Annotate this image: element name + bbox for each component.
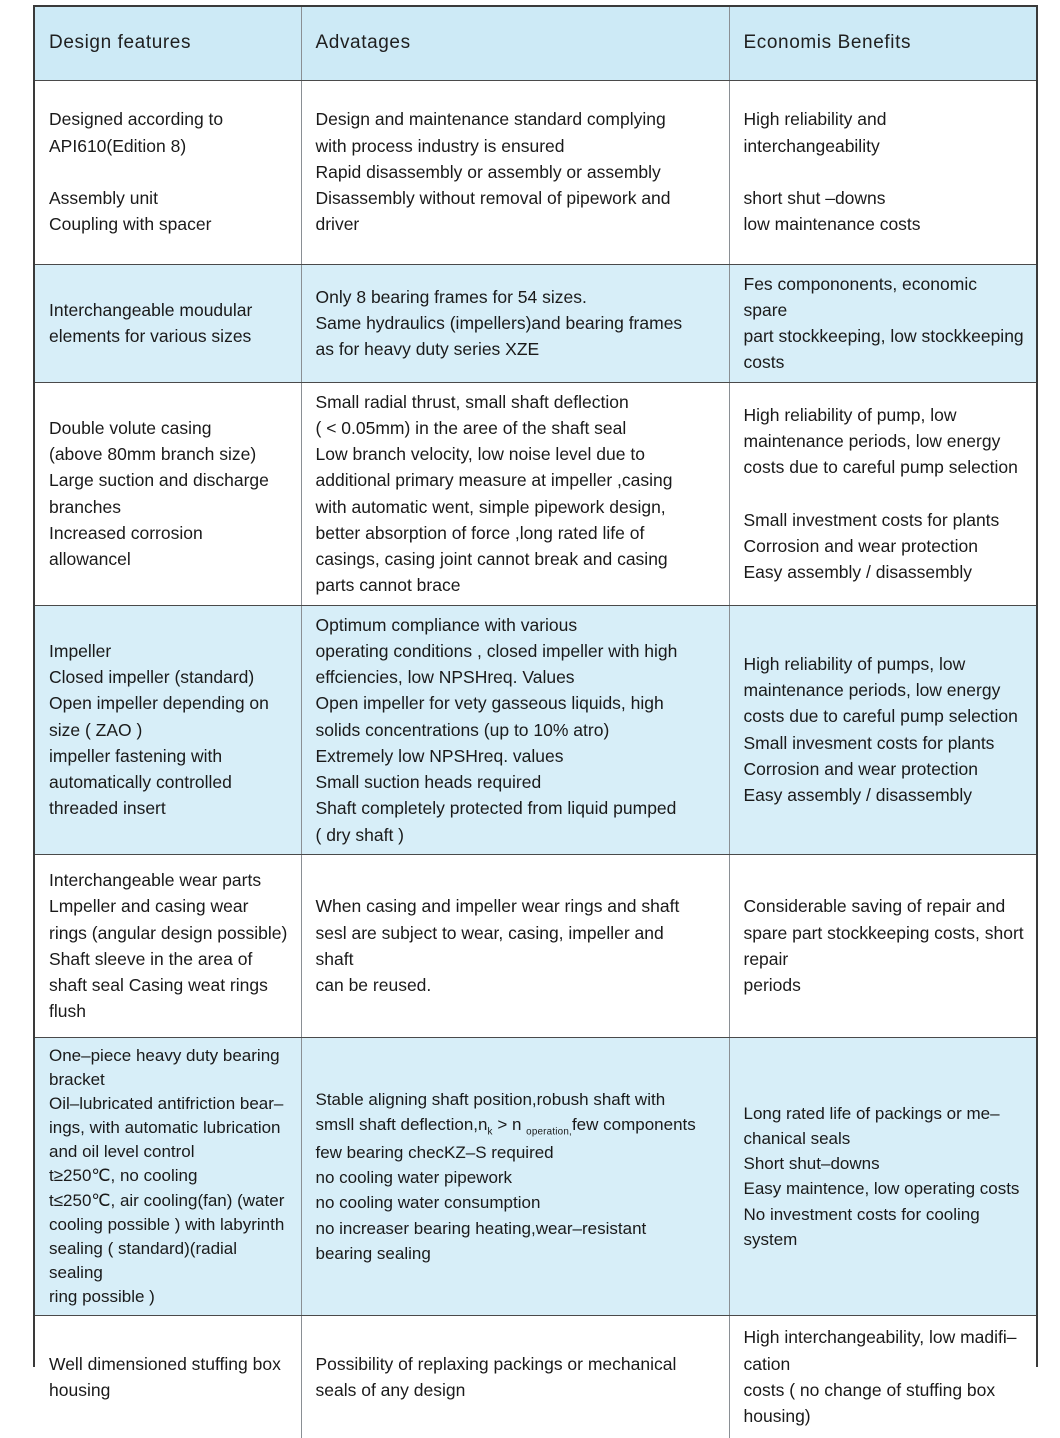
cell-advantages-bearing-bracket: Stable aligning shaft position,robush sh… [301, 1037, 730, 1317]
advantages-text: Design and maintenance standard complyin… [315, 109, 671, 235]
features-text: One–piece heavy duty bearing bracket Oil… [49, 1045, 285, 1306]
advantages-text-line-2: smsll shaft deflection,nk > n operation,… [316, 1112, 717, 1140]
column-header-design-features: Design features [35, 7, 302, 81]
table-row-wear-parts: Interchangeable wear parts Lmpeller and … [35, 854, 1036, 1038]
features-text: Well dimensioned stuffing box housing [49, 1353, 281, 1400]
benefits-text: High reliability of pumps, low maintenan… [743, 653, 1018, 806]
column-header-economic-benefits: Economis Benefits [729, 7, 1036, 81]
cell-benefits-bearing-bracket: Long rated life of packings or me– chani… [729, 1037, 1036, 1317]
advantages-text: When casing and impeller wear rings and … [315, 896, 680, 995]
benefits-text: High reliability and interchangeability … [743, 109, 921, 235]
benefits-text: High reliability of pump, low maintenanc… [743, 404, 1018, 583]
page-root: Design features Advatages Economis Benef… [33, 5, 1038, 1438]
table-header-row: Design features Advatages Economis Benef… [35, 7, 1036, 81]
features-text: Designed according to API610(Edition 8) … [49, 109, 224, 235]
cell-benefits-stuffing-box-housing: High interchangeability, low madifi– cat… [729, 1315, 1036, 1438]
cell-benefits-impeller: High reliability of pumps, low maintenan… [729, 605, 1036, 855]
speed-ratio-operator: > n [492, 1115, 527, 1135]
cell-features-double-volute-casing: Double volute casing (above 80mm branch … [35, 382, 302, 606]
cell-benefits-modular-elements: Fes compononents, economic spare part st… [729, 264, 1036, 383]
advantages-text: Optimum compliance with various operatin… [315, 614, 678, 845]
table-row-bearing-bracket: One–piece heavy duty bearing bracket Oil… [35, 1037, 1036, 1317]
cell-advantages-double-volute-casing: Small radial thrust, small shaft deflect… [301, 382, 730, 606]
features-text: Interchangeable moudular elements for va… [49, 299, 253, 346]
cell-features-stuffing-box-housing: Well dimensioned stuffing box housing [35, 1315, 302, 1438]
benefits-text: High interchangeability, low madifi– cat… [743, 1327, 1017, 1427]
subscript-operation: operation, [526, 1126, 572, 1138]
cell-benefits-double-volute-casing: High reliability of pump, low maintenanc… [729, 382, 1036, 606]
table-row-double-volute-casing: Double volute casing (above 80mm branch … [35, 382, 1036, 606]
cell-advantages-stuffing-box-housing: Possibility of replaxing packings or mec… [301, 1315, 730, 1438]
cell-advantages-wear-parts: When casing and impeller wear rings and … [301, 854, 730, 1038]
cell-features-wear-parts: Interchangeable wear parts Lmpeller and … [35, 854, 302, 1038]
benefits-text: Considerable saving of repair and spare … [743, 896, 1024, 995]
advantages-text: Only 8 bearing frames for 54 sizes. Same… [315, 286, 683, 360]
cell-features-impeller: Impeller Closed impeller (standard) Open… [35, 605, 302, 855]
advantages-text-line-1: Stable aligning shaft position,robush sh… [315, 1089, 666, 1109]
benefits-text: Long rated life of packings or me– chani… [743, 1103, 1020, 1249]
features-text: Impeller Closed impeller (standard) Open… [49, 640, 269, 819]
table-row-stuffing-box-housing: Well dimensioned stuffing box housing Po… [35, 1315, 1036, 1438]
cell-advantages-impeller: Optimum compliance with various operatin… [301, 605, 730, 855]
cell-benefits-wear-parts: Considerable saving of repair and spare … [729, 854, 1036, 1038]
cell-advantages-api610-design: Design and maintenance standard complyin… [301, 80, 730, 265]
speed-ratio-suffix: few components [571, 1115, 696, 1135]
spec-comparison-table: Design features Advatages Economis Benef… [33, 5, 1038, 1438]
advantages-text: Possibility of replaxing packings or mec… [315, 1353, 677, 1400]
cell-features-api610-design: Designed according to API610(Edition 8) … [35, 80, 302, 265]
table-header: Design features Advatages Economis Benef… [35, 7, 1036, 81]
cell-features-bearing-bracket: One–piece heavy duty bearing bracket Oil… [35, 1037, 302, 1317]
speed-ratio-prefix: smsll shaft deflection,n [315, 1115, 488, 1135]
advantages-text-rest: few bearing checKZ–S required no cooling… [315, 1143, 647, 1263]
benefits-text: Fes compononents, economic spare part st… [743, 273, 1024, 373]
design-features-table: Design features Advatages Economis Benef… [35, 7, 1036, 1438]
table-row-impeller: Impeller Closed impeller (standard) Open… [35, 605, 1036, 855]
column-header-advantages: Advatages [301, 7, 730, 81]
subscript-k: k [487, 1126, 493, 1138]
advantages-text: Small radial thrust, small shaft deflect… [315, 391, 673, 596]
table-body: Designed according to API610(Edition 8) … [35, 80, 1036, 1438]
table-row-api610-design: Designed according to API610(Edition 8) … [35, 80, 1036, 265]
cell-advantages-modular-elements: Only 8 bearing frames for 54 sizes. Same… [301, 264, 730, 383]
table-row-modular-elements: Interchangeable moudular elements for va… [35, 264, 1036, 383]
features-text: Interchangeable wear parts Lmpeller and … [49, 870, 288, 1022]
cell-benefits-api610-design: High reliability and interchangeability … [729, 80, 1036, 265]
cell-features-modular-elements: Interchangeable moudular elements for va… [35, 264, 302, 383]
features-text: Double volute casing (above 80mm branch … [49, 417, 269, 569]
